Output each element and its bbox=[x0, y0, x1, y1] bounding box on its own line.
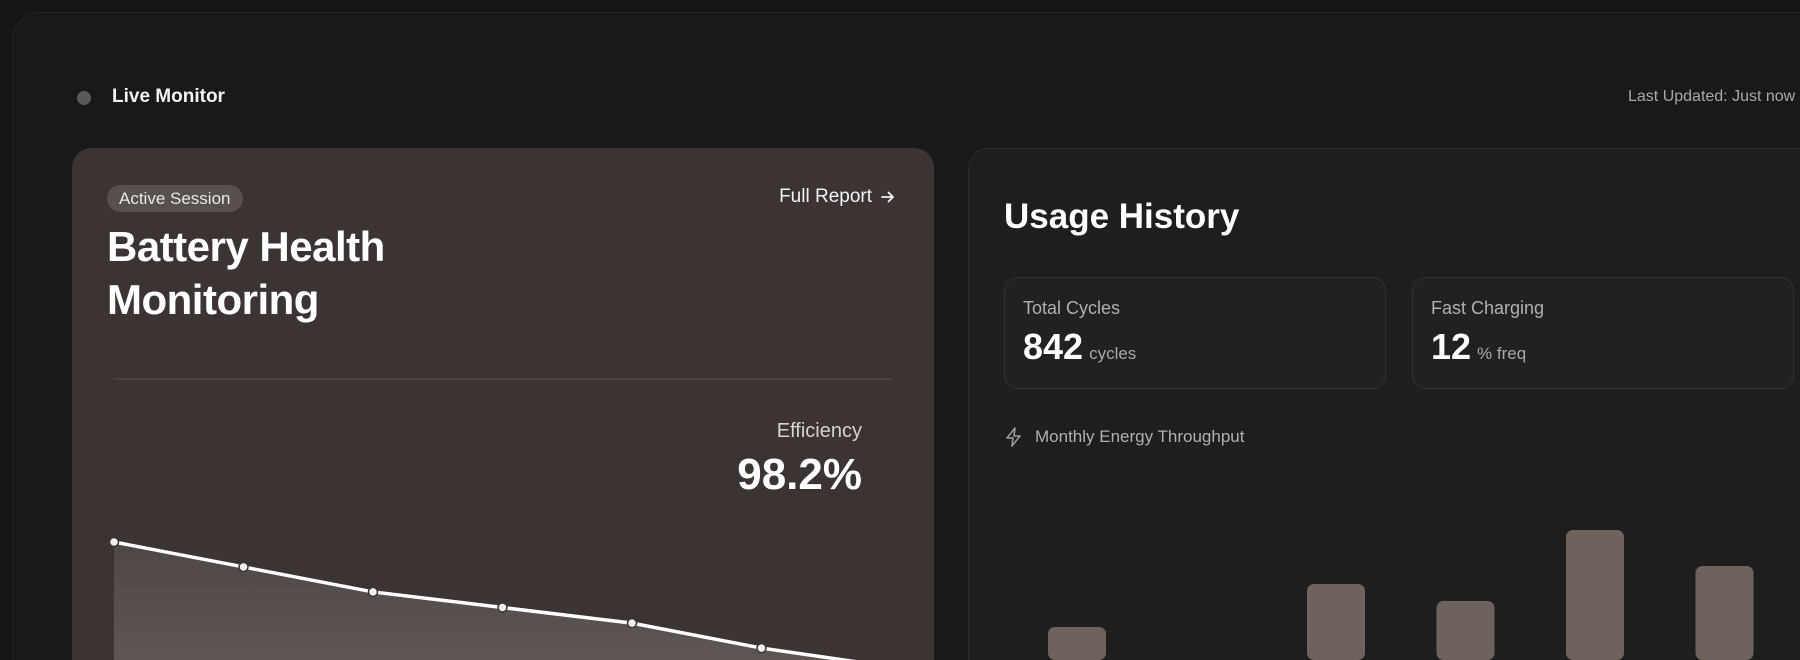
usage-history-title: Usage History bbox=[1004, 197, 1240, 236]
stat-label: Total Cycles bbox=[1023, 298, 1121, 318]
efficiency-label: Efficiency bbox=[776, 420, 862, 442]
stat-label: Fast Charging bbox=[1431, 298, 1545, 318]
full-report-label: Full Report bbox=[779, 186, 872, 207]
throughput-bar-chart bbox=[1048, 530, 1754, 660]
stat-unit: % freq bbox=[1477, 344, 1527, 363]
live-status-dot bbox=[77, 91, 91, 105]
efficiency-area bbox=[114, 542, 891, 660]
efficiency-point bbox=[108, 536, 120, 548]
efficiency-point bbox=[367, 586, 379, 598]
stat-fast-charging: Fast Charging 12 % freq bbox=[1412, 277, 1794, 389]
throughput-bar bbox=[1695, 566, 1754, 660]
throughput-bar bbox=[1436, 601, 1495, 660]
throughput-title: Monthly Energy Throughput bbox=[1035, 427, 1245, 446]
card-title: Battery Health Monitoring bbox=[107, 223, 385, 323]
stat-value: 842 bbox=[1023, 326, 1084, 367]
stat-total-cycles: Total Cycles 842 cycles bbox=[1004, 277, 1386, 389]
active-session-badge: Active Session bbox=[107, 185, 243, 212]
stat-unit: cycles bbox=[1089, 344, 1137, 363]
last-updated-text: Last Updated: Just now bbox=[1628, 88, 1796, 105]
arrow-right-icon bbox=[881, 191, 894, 203]
throughput-bar bbox=[1566, 530, 1624, 660]
battery-health-card: Active Session Full Report Battery Healt… bbox=[72, 148, 934, 660]
efficiency-value: 98.2% bbox=[737, 450, 862, 499]
live-monitor-label: Live Monitor bbox=[112, 86, 225, 107]
efficiency-line-chart bbox=[108, 536, 891, 660]
throughput-header: Monthly Energy Throughput bbox=[1005, 427, 1244, 447]
usage-history-card: Usage History Total Cycles 842 cycles Fas… bbox=[968, 148, 1800, 660]
full-report-link[interactable]: Full Report bbox=[779, 186, 896, 208]
efficiency-point bbox=[756, 642, 767, 654]
stat-value: 12 bbox=[1431, 326, 1472, 367]
divider bbox=[114, 378, 891, 380]
throughput-bar bbox=[1307, 584, 1365, 660]
lightning-icon bbox=[1006, 427, 1021, 447]
efficiency-point bbox=[626, 617, 638, 629]
efficiency-point bbox=[238, 561, 249, 573]
throughput-bar bbox=[1048, 627, 1106, 660]
efficiency-point bbox=[497, 602, 508, 613]
